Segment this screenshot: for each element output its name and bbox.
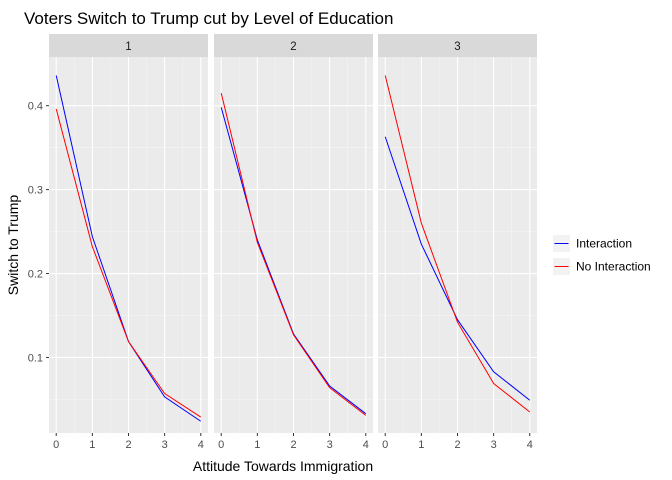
x-tick-label: 1: [89, 439, 95, 451]
series-line-no-interaction: [384, 75, 531, 413]
x-tick-label: 0: [218, 439, 224, 451]
x-tick-label: 2: [125, 439, 131, 451]
legend-label-interaction: Interaction: [576, 237, 632, 251]
y-tick-label: 0.2: [28, 269, 43, 281]
chart-title: Voters Switch to Trump cut by Level of E…: [24, 9, 393, 28]
y-tick-label: 0.3: [28, 185, 43, 197]
y-tick-label: 0.4: [28, 101, 43, 113]
x-tick-label: 2: [454, 439, 460, 451]
series-line-no-interaction: [55, 108, 202, 418]
facet-strip: [214, 34, 373, 57]
facet-strip-label: 3: [454, 41, 460, 53]
facet-strip: [49, 34, 208, 57]
legend-label-no-interaction: No Interaction: [576, 260, 651, 274]
y-tick-label: 0.1: [28, 352, 43, 364]
x-tick-label: 1: [254, 439, 260, 451]
x-tick-label: 0: [382, 439, 388, 451]
x-tick-label: 3: [491, 439, 497, 451]
facet-strip-label: 1: [125, 41, 131, 53]
y-axis: 0.1 0.2 0.3 0.4: [28, 101, 49, 364]
facet-panel-2: 2 0 1 2 3 4: [214, 34, 373, 451]
x-tick-label: 1: [418, 439, 424, 451]
facet-strip-label: 2: [290, 41, 296, 53]
facet-panels: 1 0 1 2 3 4 2 0 1 2 3 4 3 0 1 2 3 4: [49, 34, 537, 451]
x-tick-label: 4: [198, 439, 204, 451]
facet-panel-1: 1 0 1 2 3 4: [49, 34, 208, 451]
series-line-interaction: [384, 136, 531, 401]
y-axis-title: Switch to Trump: [5, 195, 21, 296]
facet-strip: [378, 34, 537, 57]
facet-panel-3: 3 0 1 2 3 4: [378, 34, 537, 451]
x-tick-label: 3: [162, 439, 168, 451]
x-tick-label: 3: [327, 439, 333, 451]
legend: Interaction No Interaction: [553, 235, 651, 275]
x-axis-title: Attitude Towards Immigration: [193, 458, 373, 474]
x-tick-label: 2: [290, 439, 296, 451]
x-tick-label: 4: [527, 439, 533, 451]
x-tick-label: 4: [363, 439, 369, 451]
x-tick-label: 0: [53, 439, 59, 451]
series-line-no-interaction: [220, 92, 367, 416]
